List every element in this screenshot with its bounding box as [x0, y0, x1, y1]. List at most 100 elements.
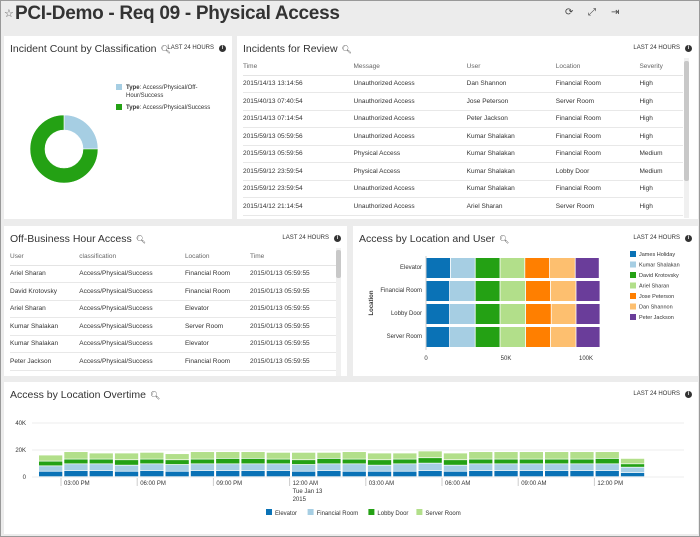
bar-segment[interactable] [190, 464, 215, 471]
legend-label[interactable]: Kumar Shalakan [639, 263, 680, 269]
bar-segment[interactable] [469, 459, 493, 464]
legend-label[interactable]: Server Room [425, 511, 460, 517]
bar-segment[interactable] [469, 452, 493, 459]
bar-segment[interactable] [500, 304, 526, 324]
bar-segment[interactable] [595, 452, 619, 459]
bar-segment[interactable] [526, 304, 551, 324]
bar-segment[interactable] [39, 466, 63, 471]
bar-segment[interactable] [393, 464, 417, 471]
bar-segment[interactable] [266, 464, 290, 471]
bar-segment[interactable] [241, 464, 265, 471]
bar-segment[interactable] [620, 467, 645, 473]
bar-segment[interactable] [292, 460, 316, 465]
column-header[interactable]: Message [353, 58, 467, 76]
bar-segment[interactable] [190, 470, 215, 477]
bar-segment[interactable] [426, 327, 450, 347]
bar-segment[interactable] [216, 464, 240, 471]
bar-segment[interactable] [475, 281, 500, 301]
bar-segment[interactable] [39, 455, 63, 461]
info-icon[interactable]: i [685, 235, 692, 242]
bar-segment[interactable] [450, 304, 475, 324]
table-row[interactable]: 2015/40/13 07:40:54 Unauthorized Access Jo… [243, 92, 683, 111]
bar-segment[interactable] [89, 459, 113, 464]
export-icon[interactable]: ⇥ [611, 7, 620, 18]
bar-segment[interactable] [426, 258, 450, 278]
column-header[interactable]: User [466, 58, 556, 76]
legend-item[interactable]: Type: Access/Physical/Success [116, 104, 226, 112]
bar-segment[interactable] [241, 458, 265, 464]
bar-segment[interactable] [216, 470, 240, 477]
bar-segment[interactable] [576, 304, 600, 324]
bar-segment[interactable] [570, 464, 594, 471]
table-row[interactable]: Peter Jackson Access/Physical/Success Fina… [10, 352, 336, 371]
table-row[interactable]: Ariel Sharan Access/Physical/Success Finan… [10, 265, 336, 283]
bar-segment[interactable] [39, 461, 63, 466]
bar-segment[interactable] [89, 470, 113, 477]
zoom-icon[interactable]: 🔍︎ [149, 391, 161, 400]
bar-segment[interactable] [526, 327, 550, 347]
bar-segment[interactable] [292, 464, 316, 471]
bar-segment[interactable] [550, 258, 575, 278]
legend-item[interactable]: Type: Access/Physical/Off-Hour/Success [116, 84, 226, 100]
zoom-icon[interactable]: 🔍︎ [499, 235, 510, 244]
bar-segment[interactable] [526, 281, 550, 301]
bar-segment[interactable] [620, 464, 645, 467]
bar-segment[interactable] [620, 472, 645, 477]
zoom-icon[interactable]: 🔍︎ [135, 235, 146, 244]
bar-segment[interactable] [500, 281, 526, 301]
bar-segment[interactable] [241, 452, 265, 459]
bar-segment[interactable] [525, 258, 550, 278]
bar-segment[interactable] [545, 470, 569, 477]
table-row[interactable]: Ariel Sharan Access/Physical/Success Eleva… [10, 300, 336, 318]
bar-segment[interactable] [317, 470, 341, 477]
bar-segment[interactable] [418, 470, 442, 477]
info-icon[interactable]: i [685, 391, 692, 398]
bar-segment[interactable] [443, 453, 468, 460]
table-row[interactable]: 2015/59/13 05:59:56 Unauthorized Access Ku… [243, 127, 683, 146]
bar-segment[interactable] [450, 281, 475, 301]
bar-segment[interactable] [450, 327, 475, 347]
column-header[interactable]: Time [243, 58, 354, 76]
legend-label[interactable]: Dan Shannon [639, 305, 673, 311]
refresh-icon[interactable]: ⟳ [565, 7, 574, 18]
bar-segment[interactable] [519, 452, 543, 459]
bar-segment[interactable] [266, 470, 290, 477]
bar-segment[interactable] [393, 453, 417, 459]
bar-segment[interactable] [165, 454, 189, 460]
bar-segment[interactable] [443, 465, 468, 471]
bar-segment[interactable] [292, 452, 316, 460]
bar-segment[interactable] [216, 452, 240, 459]
info-icon[interactable]: i [334, 235, 341, 242]
table-row[interactable]: 2015/14/13 13:14:56 Unauthorized Access Da… [243, 75, 683, 93]
bar-segment[interactable] [494, 459, 518, 464]
bar-segment[interactable] [216, 458, 240, 464]
bar-segment[interactable] [241, 470, 265, 477]
scrollbar[interactable] [336, 248, 341, 376]
legend-label[interactable]: Jose Peterson [639, 294, 674, 300]
bar-segment[interactable] [89, 453, 113, 459]
bar-segment[interactable] [500, 327, 526, 347]
bar-segment[interactable] [342, 459, 366, 464]
bar-segment[interactable] [367, 471, 392, 477]
bar-segment[interactable] [393, 471, 417, 477]
bar-segment[interactable] [545, 459, 569, 464]
bar-segment[interactable] [64, 459, 88, 464]
bar-segment[interactable] [64, 464, 88, 471]
info-icon[interactable]: i [219, 45, 226, 52]
table-row[interactable]: 2015/14/13 07:14:54 Unauthorized Access Pe… [243, 110, 683, 128]
column-header[interactable]: classification [79, 248, 185, 266]
bar-segment[interactable] [342, 452, 366, 459]
bar-segment[interactable] [418, 451, 442, 458]
bar-segment[interactable] [292, 471, 316, 477]
zoom-icon[interactable]: 🔍︎ [341, 45, 352, 54]
bar-segment[interactable] [342, 464, 366, 471]
bar-segment[interactable] [494, 464, 518, 471]
bar-segment[interactable] [494, 470, 518, 477]
bar-segment[interactable] [450, 258, 475, 278]
bar-segment[interactable] [426, 281, 450, 301]
bar-segment[interactable] [64, 452, 88, 459]
bar-segment[interactable] [551, 304, 576, 324]
expand-icon[interactable]: ⤢ [588, 7, 596, 18]
bar-segment[interactable] [475, 258, 500, 278]
bar-segment[interactable] [342, 471, 366, 477]
